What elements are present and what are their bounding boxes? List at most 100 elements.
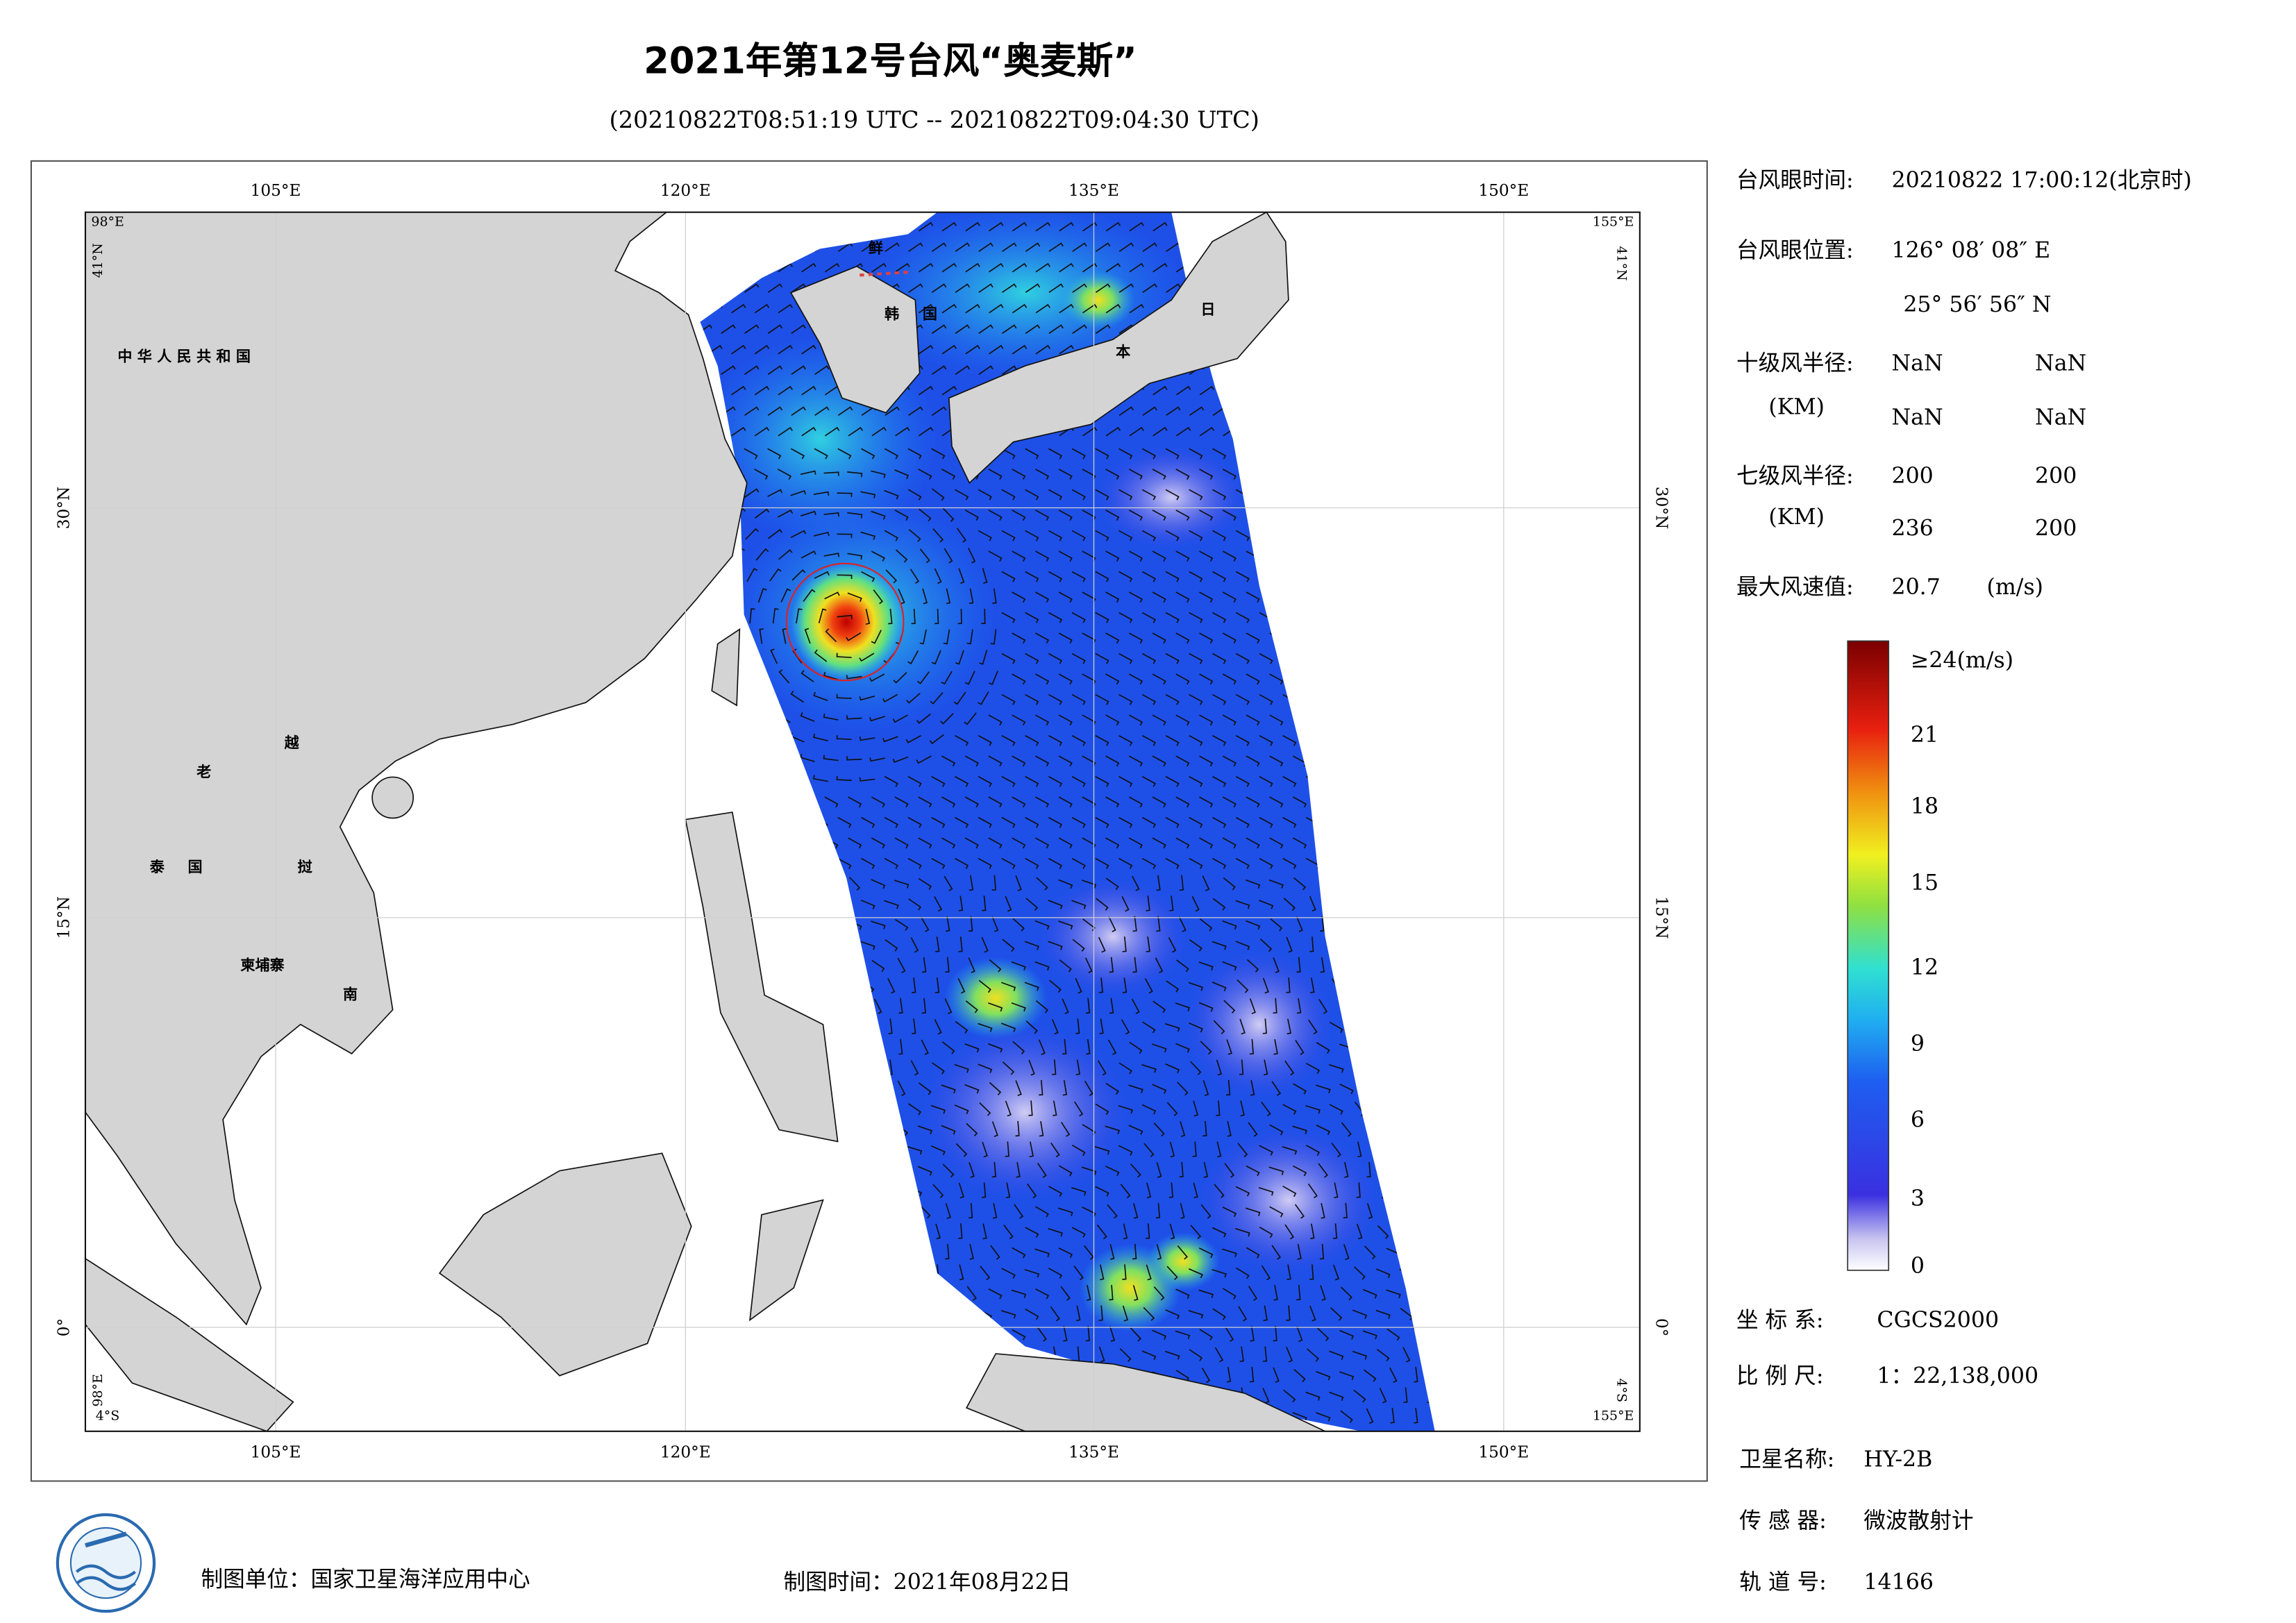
wind-barb: [1376, 1349, 1390, 1362]
wind-barb: [1286, 936, 1293, 953]
wind-barb: [1058, 879, 1073, 889]
wind-barb: [1076, 1305, 1081, 1322]
wind-barb: [1235, 775, 1250, 787]
wind-barb: [837, 448, 852, 460]
sumatra: [85, 1258, 294, 1431]
wind-barb: [944, 875, 953, 891]
wind-barb: [1175, 469, 1190, 480]
lat-label: 0°: [1652, 1318, 1670, 1336]
wind-barb: [755, 548, 769, 561]
wind-barb: [1072, 939, 1085, 952]
wind-barb: [918, 221, 934, 232]
wind-barb: [871, 796, 885, 808]
wind-barb: [869, 716, 885, 722]
wind-barb: [1153, 1286, 1165, 1301]
wind-barb: [908, 898, 922, 911]
wind-barb: [1200, 1204, 1212, 1219]
wind-barb: [1048, 489, 1063, 501]
info-label: 七级风半径:: [1736, 464, 1854, 489]
wind-barb: [1212, 941, 1227, 950]
wind-barb: [1188, 982, 1203, 991]
wind-barb: [814, 406, 830, 417]
wind-barb: [1058, 510, 1073, 521]
wind-barb: [1025, 693, 1039, 705]
wind-barb: [965, 344, 980, 355]
wind-barb: [1025, 448, 1039, 460]
wind-barb: [1248, 1286, 1258, 1302]
wind-barb: [1141, 1350, 1157, 1361]
wind-barb: [1037, 1327, 1047, 1342]
wind-barb: [1308, 1019, 1318, 1035]
wind-barb: [1310, 977, 1315, 993]
footer-date: 制图时间：2021年08月22日: [784, 1570, 1071, 1595]
wind-barb: [1199, 673, 1214, 685]
wind-barb: [992, 588, 997, 605]
wind-barb: [1379, 1388, 1387, 1404]
wind-barb: [871, 426, 887, 437]
wind-barb: [991, 875, 996, 891]
wind-barb: [837, 574, 853, 580]
wind-barb: [1025, 898, 1039, 911]
wind-barb: [1048, 530, 1063, 541]
wind-barb: [812, 733, 828, 741]
wind-barb: [931, 365, 947, 375]
wind-barb: [1175, 1002, 1191, 1012]
wind-barb: [1118, 816, 1133, 828]
wind-barb: [1034, 1248, 1050, 1257]
wind-barb: [1235, 941, 1250, 950]
wind-barb: [1005, 1100, 1012, 1117]
wind-barb: [1293, 796, 1307, 808]
wind-barb: [1235, 1186, 1250, 1197]
info-label: 台风眼时间:: [1736, 168, 1854, 193]
wind-barb: [1072, 283, 1087, 293]
wind-barb: [1264, 1059, 1268, 1076]
wind-barb: [1203, 1161, 1209, 1178]
info-value: NaN: [2035, 405, 2086, 430]
wind-barb: [790, 690, 804, 703]
wind-barb: [944, 548, 953, 564]
wind-barb: [1123, 1223, 1128, 1240]
wind-barb: [1344, 1161, 1349, 1178]
wind-barb: [1235, 734, 1250, 746]
wind-barb: [988, 796, 1003, 808]
wind-barb: [1273, 957, 1280, 973]
wind-barb: [1199, 918, 1213, 932]
info-value: NaN: [2035, 351, 2086, 376]
wind-barb: [894, 469, 910, 480]
wind-barb: [1166, 1102, 1178, 1116]
wind-barb: [1058, 796, 1073, 808]
place-label: 国: [188, 858, 203, 875]
wind-barb: [1025, 612, 1039, 623]
wind-barb: [1165, 1063, 1180, 1074]
wind-barb: [1132, 1285, 1139, 1301]
wind-barb: [848, 837, 862, 849]
place-label: 老: [196, 763, 211, 780]
wind-barb: [1305, 1145, 1321, 1157]
wind-barb: [969, 875, 974, 891]
wind-barb: [1011, 1002, 1026, 1012]
wind-barb: [769, 568, 782, 582]
wind-barb: [778, 344, 793, 355]
wind-barb: [1035, 221, 1050, 232]
wind-barb: [964, 671, 975, 685]
wind-barb: [1060, 1122, 1071, 1137]
wind-barb: [964, 1043, 980, 1053]
wind-barb: [931, 775, 946, 787]
wind-barb: [1048, 900, 1063, 909]
wind-barb: [1199, 426, 1215, 437]
wind-barb: [988, 837, 1003, 849]
wind-barb: [1129, 1041, 1143, 1054]
borneo: [438, 1152, 692, 1377]
wind-barb: [1333, 1264, 1340, 1281]
lon-label: 135°E: [1069, 181, 1119, 200]
wind-barb: [1199, 755, 1214, 767]
wind-barb: [1109, 957, 1114, 973]
wind-barb: [823, 553, 840, 557]
wind-barb: [892, 756, 909, 764]
wind-barb: [941, 262, 957, 273]
wind-barb: [861, 571, 875, 582]
wind-barb: [978, 242, 994, 252]
wind-barb: [1193, 1100, 1199, 1117]
info-value: 126° 08′ 08″ E: [1891, 238, 2050, 263]
corner-label: 4°S: [1614, 1379, 1629, 1403]
